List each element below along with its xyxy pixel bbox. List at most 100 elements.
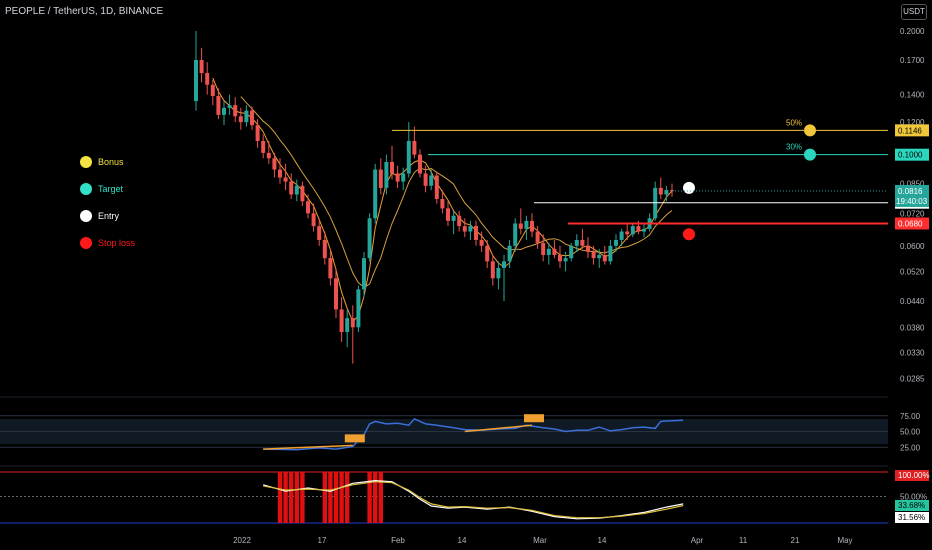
divergence-line <box>464 424 533 433</box>
candle-body <box>255 125 260 141</box>
stoch-signal-bar <box>322 472 327 523</box>
x-tick-label: Apr <box>691 536 704 545</box>
candle-body <box>614 239 618 246</box>
candle-body <box>345 318 350 333</box>
candle-body <box>490 261 495 279</box>
stoch-d-value: 31.56% <box>898 513 925 522</box>
bonus-level-tag-text: 0.1146 <box>898 126 922 135</box>
legend-label: Target <box>98 184 124 194</box>
candle-body <box>569 245 574 259</box>
candle-body <box>546 248 551 255</box>
candle-body <box>390 161 394 174</box>
candle-body <box>530 220 534 232</box>
y-tick-label: 0.2000 <box>900 27 925 36</box>
target-level-pct-label: 30% <box>786 143 802 152</box>
stoch-d-tag <box>895 512 929 523</box>
candle-body <box>244 110 249 123</box>
candle-body <box>412 140 417 155</box>
candle-body <box>300 185 305 202</box>
candle-body <box>496 267 501 279</box>
divergence-tag <box>524 414 544 423</box>
candle-body <box>434 175 439 200</box>
bonus-level-tag <box>895 124 929 137</box>
candle-body <box>283 177 288 182</box>
candle-body <box>591 251 596 259</box>
y-tick-label: 0.0720 <box>900 209 925 218</box>
stoch-mid-tick: 50.00% <box>900 493 927 502</box>
candle-body <box>194 60 198 102</box>
candle-body <box>356 289 361 328</box>
stoch-signal-bar <box>283 472 288 523</box>
stoch-k-value: 33.68% <box>898 501 925 510</box>
y-tick-label: 0.0330 <box>900 348 925 357</box>
y-tick-label: 0.0285 <box>900 375 925 384</box>
y-tick-label: 0.1400 <box>900 91 925 100</box>
candle-body <box>222 107 226 115</box>
rsi-tick-label: 75.00 <box>900 412 921 421</box>
candle-body <box>574 239 579 246</box>
rsi-tick-label: 25.00 <box>900 443 921 452</box>
stoch-signal-bar <box>333 472 339 523</box>
candle-body <box>384 161 389 188</box>
candle-body <box>429 175 434 186</box>
candle-body <box>558 254 562 262</box>
candle-body <box>586 245 590 252</box>
divergence-tag <box>344 434 365 443</box>
stoch-signal-bar <box>294 472 299 523</box>
candle-body <box>272 158 277 170</box>
candle-body <box>205 73 210 85</box>
stoch-signal-bar <box>339 472 344 523</box>
stoch-signal-bar <box>378 472 383 523</box>
y-tick-label: 0.0440 <box>900 297 925 306</box>
candle-body <box>334 278 338 310</box>
legend-dot <box>80 210 92 222</box>
candle-body <box>367 218 372 259</box>
candle-body <box>636 226 641 232</box>
x-tick-label: Feb <box>391 536 405 545</box>
candle-body <box>602 254 607 262</box>
candle-body <box>373 169 378 219</box>
candle-body <box>339 309 344 333</box>
candle-body <box>350 318 355 328</box>
candle-body <box>227 105 232 108</box>
currency-badge[interactable]: USDT <box>901 4 927 20</box>
candle-body <box>468 226 473 232</box>
candle-body <box>541 242 546 255</box>
entry-marker <box>683 181 695 194</box>
candle-body <box>401 173 406 182</box>
candle-body <box>563 258 568 262</box>
candle-body <box>552 248 557 255</box>
y-tick-label: 0.0600 <box>900 242 925 251</box>
candle-body <box>311 213 316 227</box>
candle-body <box>278 169 282 178</box>
x-tick-label: 11 <box>739 536 748 545</box>
candle-body <box>440 199 445 209</box>
candle-body <box>664 190 669 195</box>
x-tick-label: 14 <box>598 536 607 545</box>
candle-body <box>658 187 663 195</box>
target-level-marker <box>804 148 816 161</box>
candle-body <box>216 95 221 115</box>
stoch-k-tag <box>895 500 929 511</box>
candle-body <box>479 239 484 246</box>
candle-body <box>625 231 630 235</box>
candle-body <box>418 154 422 174</box>
stoch-upper-tick: 100.00% <box>898 471 930 480</box>
bonus-level-marker <box>804 124 816 137</box>
candle-body <box>642 228 646 232</box>
last-price-value: 0.0816 <box>898 187 923 196</box>
candle-body <box>322 239 327 259</box>
candle-body <box>289 181 294 195</box>
stoch-signal-bar <box>367 472 372 523</box>
candle-body <box>457 215 462 227</box>
legend-dot <box>80 183 92 195</box>
legend-label: Entry <box>98 211 120 221</box>
stop-level-tag-text: 0.0680 <box>898 219 923 228</box>
target-level-tag-text: 0.1000 <box>898 151 923 160</box>
y-tick-label: 0.1200 <box>900 118 925 127</box>
last-price-countdown: 19:40:03 <box>896 197 928 206</box>
divergence-line <box>263 444 353 450</box>
candle-body <box>378 169 383 188</box>
candle-body <box>238 116 243 123</box>
candle-body <box>423 173 428 186</box>
